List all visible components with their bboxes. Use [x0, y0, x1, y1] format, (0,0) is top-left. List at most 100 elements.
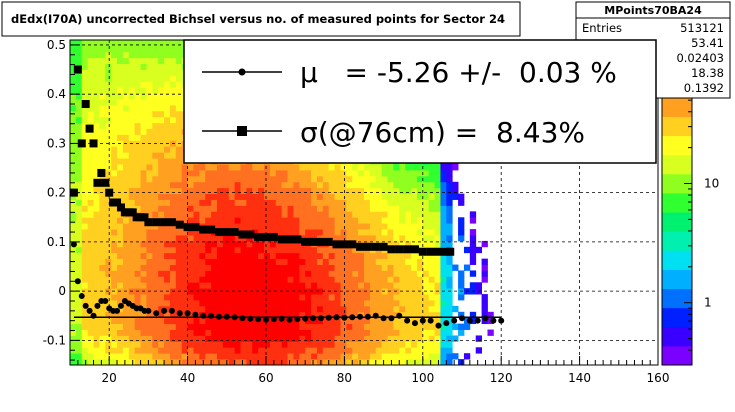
heatmap-cell: [393, 229, 400, 236]
heatmap-cell: [217, 164, 224, 171]
heatmap-cell: [175, 164, 183, 171]
heatmap-cell: [275, 229, 283, 236]
heatmap-cell: [70, 341, 77, 348]
heatmap-cell: [458, 199, 465, 206]
heatmap-cell: [187, 300, 194, 307]
heatmap-cell: [158, 181, 165, 189]
heatmap-cell: [128, 193, 136, 200]
heatmap-cell: [381, 300, 388, 307]
heatmap-cell: [111, 152, 118, 159]
mean-point: [153, 310, 160, 317]
z-tick-label: 10: [704, 177, 719, 191]
heatmap-cell: [152, 359, 159, 366]
heatmap-cell: [281, 311, 288, 319]
heatmap-cell: [287, 276, 294, 283]
heatmap-cell: [375, 347, 383, 354]
heatmap-cell: [146, 164, 153, 171]
heatmap-cell: [152, 229, 159, 236]
heatmap-cell: [169, 311, 177, 319]
heatmap-cell: [158, 75, 165, 82]
heatmap-cell: [175, 87, 183, 94]
heatmap-cell: [264, 305, 271, 313]
heatmap-cell: [117, 187, 124, 195]
heatmap-cell: [316, 252, 324, 260]
heatmap-cell: [75, 347, 83, 354]
heatmap-cell: [164, 335, 171, 342]
heatmap-cell: [234, 264, 241, 271]
heatmap-cell: [93, 152, 100, 159]
heatmap-cell: [475, 246, 482, 254]
heatmap-cell: [181, 170, 188, 177]
heatmap-cell: [446, 181, 453, 189]
heatmap-cell: [305, 335, 312, 342]
heatmap-cell: [169, 294, 177, 301]
heatmap-cell: [217, 341, 224, 348]
heatmap-cell: [405, 235, 412, 242]
heatmap-cell: [364, 264, 371, 271]
heatmap-cell: [264, 270, 271, 277]
heatmap-cell: [81, 45, 89, 53]
heatmap-cell: [87, 252, 94, 260]
heatmap-cell: [322, 181, 330, 189]
heatmap-cell: [352, 223, 359, 230]
heatmap-cell: [381, 329, 388, 336]
mean-point: [184, 310, 191, 317]
heatmap-cell: [169, 51, 177, 59]
heatmap-cell: [87, 335, 94, 342]
heatmap-cell: [381, 305, 388, 313]
mean-point: [372, 312, 379, 319]
sigma-point: [410, 245, 419, 254]
heatmap-cell: [340, 353, 347, 360]
heatmap-cell: [399, 235, 406, 242]
heatmap-cell: [258, 353, 265, 360]
heatmap-cell: [446, 235, 453, 242]
heatmap-cell: [211, 199, 218, 206]
heatmap-cell: [193, 181, 200, 189]
heatmap-cell: [387, 276, 394, 283]
heatmap-cell: [328, 258, 335, 265]
heatmap-cell: [169, 258, 177, 265]
heatmap-cell: [93, 246, 100, 254]
heatmap-cell: [99, 122, 106, 130]
heatmap-cell: [440, 187, 447, 195]
heatmap-cell: [346, 282, 353, 289]
heatmap-cell: [134, 359, 141, 366]
heatmap-cell: [134, 110, 141, 118]
heatmap-cell: [87, 258, 94, 265]
heatmap-cell: [81, 323, 89, 330]
heatmap-cell: [140, 353, 147, 360]
heatmap-cell: [128, 282, 136, 289]
heatmap-cell: [140, 294, 147, 301]
heatmap-cell: [222, 353, 230, 360]
heatmap-cell: [146, 323, 153, 330]
heatmap-cell: [146, 329, 153, 336]
heatmap-cell: [175, 110, 183, 118]
heatmap-cell: [334, 288, 341, 295]
mean-point: [419, 317, 426, 324]
heatmap-cell: [70, 270, 77, 277]
heatmap-cell: [128, 158, 136, 165]
heatmap-cell: [240, 270, 247, 277]
heatmap-cell: [328, 187, 335, 195]
heatmap-cell: [458, 223, 465, 230]
heatmap-cell: [81, 40, 89, 47]
heatmap-cell: [211, 264, 218, 271]
heatmap-cell: [175, 211, 183, 218]
heatmap-cell: [428, 353, 435, 360]
heatmap-cell: [134, 235, 141, 242]
heatmap-cell: [99, 282, 106, 289]
heatmap-cell: [140, 40, 147, 47]
heatmap-cell: [422, 270, 430, 277]
heatmap-cell: [81, 270, 89, 277]
heatmap-cell: [75, 270, 83, 277]
heatmap-cell: [387, 217, 394, 224]
heatmap-cell: [322, 347, 330, 354]
heatmap-cell: [275, 311, 283, 319]
heatmap-cell: [99, 223, 106, 230]
heatmap-cell: [346, 199, 353, 206]
heatmap-cell: [181, 258, 188, 265]
mean-point: [82, 302, 89, 309]
mean-point: [231, 314, 238, 321]
heatmap-cell: [93, 128, 100, 135]
heatmap-cell: [405, 359, 412, 366]
